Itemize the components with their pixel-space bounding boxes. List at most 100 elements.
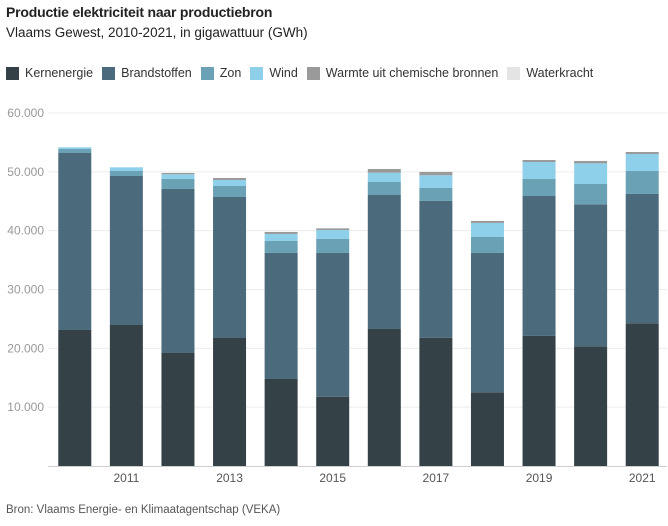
bar-segment-kernenergie[interactable]	[367, 328, 401, 466]
bar-segment-wind[interactable]	[213, 180, 247, 187]
legend-swatch	[306, 66, 320, 80]
y-tick-label: 20.000	[7, 341, 44, 355]
bar-segment-warmte-uit-chemische-bronnen[interactable]	[213, 178, 247, 181]
bar-segment-zon[interactable]	[161, 178, 195, 189]
legend-swatch	[6, 66, 19, 80]
bar-segment-wind[interactable]	[574, 163, 608, 185]
bar-segment-kernenergie[interactable]	[109, 324, 143, 466]
bar-segment-brandstoffen[interactable]	[625, 193, 659, 324]
bar-segment-zon[interactable]	[367, 182, 401, 196]
x-tick-label: 2013	[216, 471, 243, 485]
bar-segment-brandstoffen[interactable]	[470, 252, 504, 393]
y-tick-label: 10.000	[7, 400, 44, 414]
bar-segment-warmte-uit-chemische-bronnen[interactable]	[367, 169, 401, 173]
bar-segment-brandstoffen[interactable]	[367, 195, 401, 329]
bar-segment-warmte-uit-chemische-bronnen[interactable]	[574, 160, 608, 164]
bar-segment-kernenergie[interactable]	[213, 337, 247, 466]
bar-segment-warmte-uit-chemische-bronnen[interactable]	[522, 160, 556, 163]
stacked-bar-chart: 10.000 20.000 30.000 40.000 50.000 60.000 201…	[7, 106, 667, 485]
bar-segment-brandstoffen[interactable]	[58, 153, 92, 330]
bar-segment-wind[interactable]	[419, 175, 453, 188]
legend-item-brandstoffen[interactable]: Brandstoffen	[102, 66, 192, 80]
bar-stack-2012[interactable]	[161, 172, 195, 466]
x-tick-label: 2011	[113, 471, 139, 485]
legend-swatch	[200, 66, 214, 80]
bar-segment-zon[interactable]	[470, 236, 504, 253]
legend-item-waterkracht[interactable]: Waterkracht	[507, 66, 593, 80]
bar-segment-zon[interactable]	[419, 187, 453, 201]
bar-segment-zon[interactable]	[625, 170, 659, 194]
bar-segment-wind[interactable]	[625, 154, 659, 171]
bar-segment-wind[interactable]	[316, 229, 350, 239]
bar-segment-kernenergie[interactable]	[419, 337, 453, 466]
bar-stack-2016[interactable]	[367, 168, 401, 466]
bar-stack-2015[interactable]	[316, 228, 350, 466]
x-tick-label: 2015	[319, 471, 346, 485]
bar-segment-warmte-uit-chemische-bronnen[interactable]	[625, 152, 659, 155]
bar-segment-warmte-uit-chemische-bronnen[interactable]	[316, 228, 350, 230]
bar-segment-wind[interactable]	[264, 233, 298, 241]
bar-segment-brandstoffen[interactable]	[264, 252, 298, 379]
legend-item-zon[interactable]: Zon	[200, 66, 242, 80]
bar-segment-kernenergie[interactable]	[625, 323, 659, 466]
bar-segment-wind[interactable]	[109, 167, 143, 172]
gridlines	[48, 112, 667, 408]
chart-subtitle: Vlaams Gewest, 2010-2021, in gigawattuur…	[6, 25, 308, 40]
bar-stack-2017[interactable]	[419, 171, 453, 466]
bar-segment-wind[interactable]	[470, 222, 504, 237]
bar-stack-2018[interactable]	[470, 220, 504, 466]
y-tick-label: 40.000	[7, 224, 44, 238]
bar-segment-brandstoffen[interactable]	[574, 204, 608, 347]
bar-segment-brandstoffen[interactable]	[522, 196, 556, 336]
bar-segment-warmte-uit-chemische-bronnen[interactable]	[419, 171, 453, 176]
bar-segment-wind[interactable]	[522, 162, 556, 179]
bar-segment-wind[interactable]	[161, 174, 195, 179]
bar-segment-kernenergie[interactable]	[522, 335, 556, 466]
bar-segment-warmte-uit-chemische-bronnen[interactable]	[470, 220, 504, 223]
y-tick-label: 60.000	[7, 106, 44, 120]
bar-segment-brandstoffen[interactable]	[419, 200, 453, 338]
bar-segment-zon[interactable]	[213, 186, 247, 198]
bar-stack-2013[interactable]	[213, 177, 247, 466]
bar-segment-zon[interactable]	[316, 238, 350, 253]
x-axis: 2011 2013 2015 2017 2019 2021	[48, 466, 667, 485]
bar-segment-brandstoffen[interactable]	[109, 176, 143, 325]
legend-label: Wind	[269, 66, 298, 80]
bar-segment-zon[interactable]	[109, 171, 143, 177]
bar-segment-kernenergie[interactable]	[316, 396, 350, 466]
legend-item-wind[interactable]: Wind	[250, 66, 298, 80]
bar-segment-kernenergie[interactable]	[58, 329, 92, 466]
legend-item-kernenergie[interactable]: Kernenergie	[6, 66, 93, 80]
chart-title: Productie elektriciteit naar productiebr…	[6, 4, 273, 20]
bar-segment-zon[interactable]	[574, 184, 608, 205]
bar-segment-wind[interactable]	[367, 172, 401, 183]
bar-segment-wind[interactable]	[58, 147, 92, 150]
bar-stack-2020[interactable]	[574, 160, 608, 466]
bar-segment-zon[interactable]	[522, 178, 556, 197]
bar-segment-kernenergie[interactable]	[470, 392, 504, 466]
legend-label: Waterkracht	[526, 66, 594, 80]
x-tick-label: 2021	[629, 471, 656, 485]
y-axis-ticks: 10.000 20.000 30.000 40.000 50.000 60.000	[7, 106, 44, 414]
legend-swatch	[102, 66, 116, 80]
bar-segment-brandstoffen[interactable]	[316, 252, 350, 397]
legend-label: Brandstoffen	[121, 66, 192, 80]
bar-segment-brandstoffen[interactable]	[161, 188, 195, 353]
legend-item-warmte-uit-chemische-bronnen[interactable]: Warmte uit chemische bronnen	[306, 66, 498, 80]
bar-segment-kernenergie[interactable]	[264, 378, 298, 466]
bar-stack-2021[interactable]	[625, 151, 659, 466]
bar-segment-brandstoffen[interactable]	[213, 197, 247, 338]
bar-stack-2010[interactable]	[58, 147, 92, 466]
bar-stack-2019[interactable]	[522, 159, 556, 466]
bar-segment-kernenergie[interactable]	[161, 352, 195, 466]
bar-segment-warmte-uit-chemische-bronnen[interactable]	[264, 231, 298, 234]
bar-stack-2014[interactable]	[264, 231, 298, 466]
bar-stack-2011[interactable]	[109, 167, 143, 466]
bar-segment-zon[interactable]	[264, 240, 298, 253]
legend-label: Zon	[219, 66, 242, 80]
bar-segment-kernenergie[interactable]	[574, 346, 608, 466]
legend-swatch	[250, 66, 264, 80]
legend-swatch	[507, 66, 521, 80]
bar-segment-warmte-uit-chemische-bronnen[interactable]	[161, 172, 195, 175]
bar-segment-zon[interactable]	[58, 149, 92, 154]
